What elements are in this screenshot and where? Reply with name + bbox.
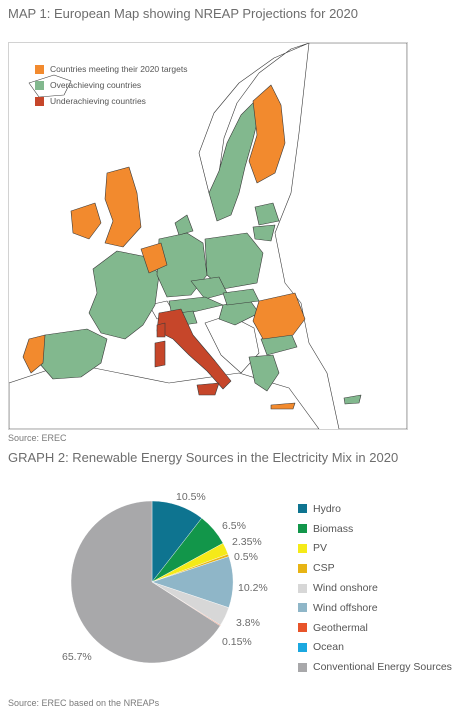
map-country-poland <box>204 232 264 290</box>
map-country-france <box>88 250 160 340</box>
pie-legend-item: Biomass <box>298 519 452 539</box>
map-legend-label: Overachieving countries <box>50 80 142 90</box>
map-country-cyprus <box>343 394 362 405</box>
pie-legend-item: Wind offshore <box>298 598 452 618</box>
pie-legend-label: Wind offshore <box>313 601 378 614</box>
map-country-slovakia <box>222 288 260 306</box>
map-country-greece <box>248 354 280 392</box>
pie-legend-item: Hydro <box>298 499 452 519</box>
pie-data-label: 0.5% <box>234 551 258 563</box>
pie-legend-label: CSP <box>313 562 335 575</box>
map-country-ireland <box>70 202 102 240</box>
pie-legend-item: Geothermal <box>298 618 452 638</box>
pie-legend-swatch <box>298 563 307 573</box>
map-country-uk <box>104 166 142 248</box>
map-title: MAP 1: European Map showing NREAP Projec… <box>8 6 358 21</box>
map-country-sardinia <box>154 340 166 368</box>
pie-legend-label: Wind onshore <box>313 582 378 595</box>
map-country-denmark <box>174 214 194 236</box>
pie-data-label: 3.8% <box>236 617 260 629</box>
map-land-norway <box>198 43 310 194</box>
map-country-sicily <box>196 382 220 396</box>
pie-legend-swatch <box>298 662 307 672</box>
pie-data-label: 65.7% <box>62 651 92 663</box>
map-country-finland <box>248 84 286 184</box>
map-country-spain <box>38 328 108 380</box>
pie-legend-label: Geothermal <box>313 621 368 634</box>
pie-legend-swatch <box>298 583 307 593</box>
pie-legend-swatch <box>298 504 307 514</box>
map-country-corsica <box>156 322 166 338</box>
map-country-romania <box>252 292 306 340</box>
map-country-netherlands-belgium <box>140 242 168 274</box>
pie-legend-item: PV <box>298 539 452 559</box>
map-land-east <box>274 43 407 429</box>
pie-legend-item: Conventional Energy Sources <box>298 657 452 677</box>
map-country-crete <box>270 402 296 410</box>
pie-data-label: 2.35% <box>232 536 262 548</box>
map-country-austria <box>168 296 224 314</box>
pie-legend-item: CSP <box>298 558 452 578</box>
map-legend-label: Underachieving countries <box>50 96 146 106</box>
map-country-portugal <box>22 334 46 374</box>
europe-map-graphic <box>9 43 407 429</box>
map-source: Source: EREC <box>8 433 67 443</box>
pie-data-label: 6.5% <box>222 520 246 532</box>
map-country-italy <box>156 308 232 390</box>
map-legend-item: Countries meeting their 2020 targets <box>35 61 188 77</box>
map-legend-label: Countries meeting their 2020 targets <box>50 64 188 74</box>
pie-legend-swatch <box>298 642 307 652</box>
pie-legend-swatch <box>298 524 307 534</box>
map-legend-item: Overachieving countries <box>35 77 188 93</box>
pie-slice-conventional-energy-sources <box>70 500 221 664</box>
pie-legend-item: Ocean <box>298 638 452 658</box>
pie-legend-label: Biomass <box>313 522 354 535</box>
map-legend-swatch <box>35 80 44 90</box>
pie-legend-label: PV <box>313 542 328 555</box>
pie-legend-swatch <box>298 603 307 613</box>
pie-data-label: 0.15% <box>222 636 252 648</box>
europe-map: Countries meeting their 2020 targets Ove… <box>8 42 408 430</box>
pie-legend-label: Ocean <box>313 641 344 654</box>
map-legend-swatch <box>35 64 44 74</box>
pie-data-label: 10.2% <box>238 582 268 594</box>
pie-legend-label: Hydro <box>313 502 342 515</box>
map-country-lithuania <box>252 224 276 242</box>
pie-legend-swatch <box>298 543 307 553</box>
pie-legend-label: Conventional Energy Sources <box>313 661 452 674</box>
pie-legend: Hydro Biomass PV CSP Wind onshore Wind offsho… <box>298 499 452 677</box>
pie-chart: 10.5% 6.5% 2.35% 0.5% 10.2% 3.8% 0.15% 65.7% <box>62 491 268 664</box>
map-legend-item: Underachieving countries <box>35 93 188 109</box>
map-country-estonia-latvia <box>254 202 280 226</box>
map-legend-swatch <box>35 96 44 106</box>
pie-legend-swatch <box>298 623 307 633</box>
pie-data-label: 10.5% <box>176 491 206 503</box>
map-legend: Countries meeting their 2020 targets Ove… <box>35 61 188 109</box>
pie-legend-item: Wind onshore <box>298 578 452 598</box>
graph-title: GRAPH 2: Renewable Energy Sources in the… <box>8 450 399 465</box>
graph-source: Source: EREC based on the NREAPs <box>8 698 160 708</box>
